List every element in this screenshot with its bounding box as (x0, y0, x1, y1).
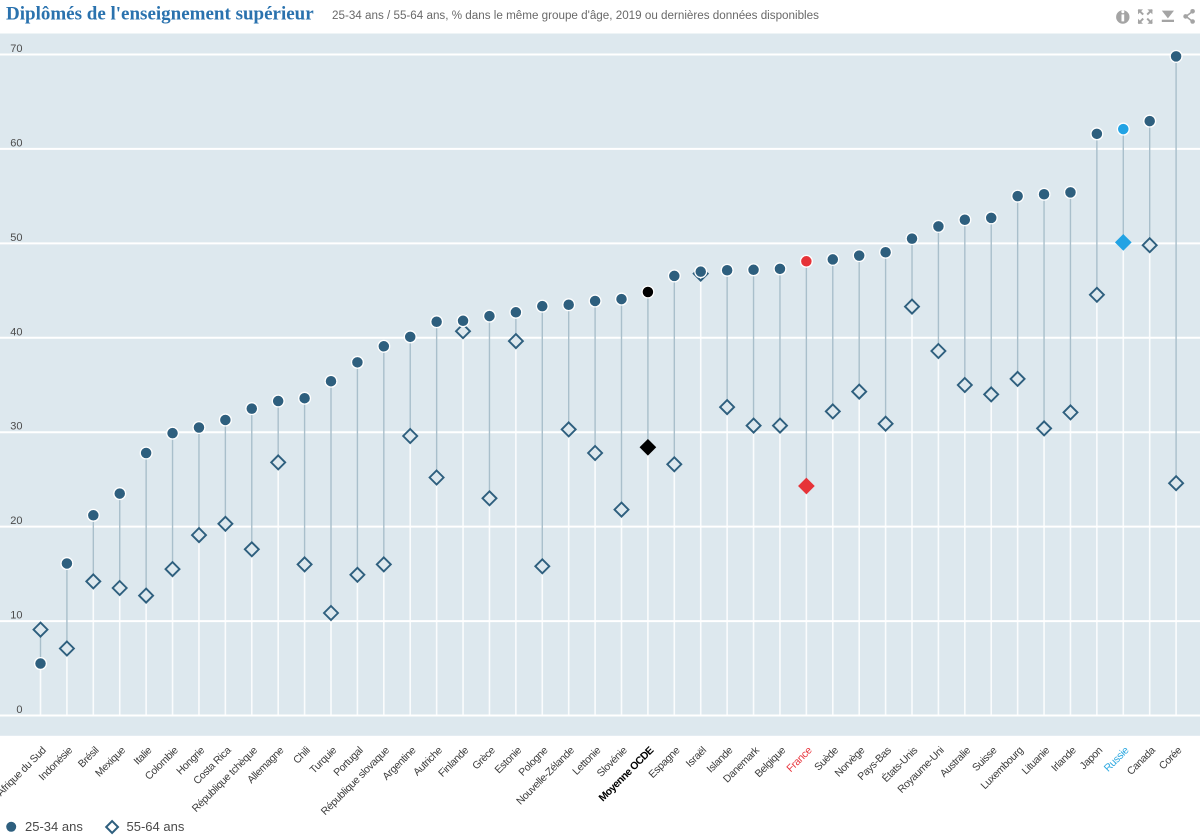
svg-text:0: 0 (16, 704, 22, 716)
svg-text:25-34 ans / 55-64 ans, % dans: 25-34 ans / 55-64 ans, % dans le même gr… (332, 9, 819, 22)
svg-text:30: 30 (10, 421, 22, 433)
svg-text:Diplômés de l'enseignement sup: Diplômés de l'enseignement supérieur (6, 4, 314, 25)
svg-text:60: 60 (10, 137, 22, 149)
svg-text:25-34 ans: 25-34 ans (25, 819, 83, 834)
svg-text:40: 40 (10, 326, 22, 338)
svg-text:50: 50 (10, 232, 22, 244)
svg-text:55-64 ans: 55-64 ans (127, 819, 185, 834)
svg-text:70: 70 (10, 43, 22, 55)
svg-text:10: 10 (10, 610, 22, 622)
svg-text:20: 20 (10, 515, 22, 527)
